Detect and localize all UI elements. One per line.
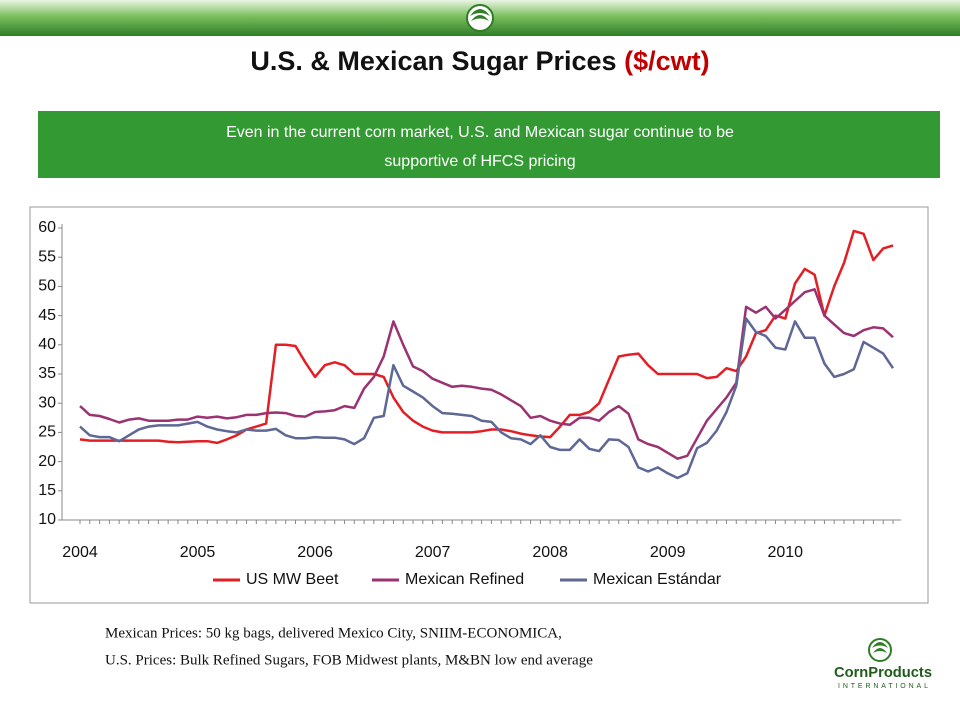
footnote: Mexican Prices: 50 kg bags, delivered Me… bbox=[105, 625, 562, 641]
legend-label: US MW Beet bbox=[246, 571, 339, 588]
chart-frame bbox=[29, 206, 929, 604]
x-tick-label: 2005 bbox=[180, 544, 216, 561]
x-tick-label: 2008 bbox=[532, 544, 568, 561]
y-tick-label: 35 bbox=[38, 365, 56, 382]
x-tick-label: 2007 bbox=[415, 544, 451, 561]
y-tick-label: 20 bbox=[38, 453, 56, 470]
logo-name: CornProducts bbox=[834, 664, 932, 681]
y-tick-label: 10 bbox=[38, 511, 56, 528]
y-tick-label: 50 bbox=[38, 278, 56, 295]
y-tick-label: 30 bbox=[38, 394, 56, 411]
plot: 10 15 20 25 30 35 40 45 50 55 60 2004 2005 2006 2007 20… bbox=[38, 219, 901, 588]
y-tick-label: 25 bbox=[38, 424, 56, 441]
y-tick-label: 55 bbox=[38, 248, 56, 265]
y-tick-label: 45 bbox=[38, 307, 56, 324]
x-tick-label: 2009 bbox=[650, 544, 686, 561]
series-line bbox=[79, 288, 894, 460]
legend-label: Mexican Refined bbox=[405, 571, 524, 588]
banner-line: Even in the current corn market, U.S. an… bbox=[226, 124, 734, 141]
slide-title: U.S. & Mexican Sugar Prices ($/cwt) bbox=[250, 46, 709, 76]
x-tick-label: 2006 bbox=[297, 544, 333, 561]
title-unit: ($/cwt) bbox=[624, 46, 710, 76]
x-tick-label: 2004 bbox=[62, 544, 98, 561]
footnote: U.S. Prices: Bulk Refined Sugars, FOB Mi… bbox=[105, 652, 593, 668]
y-tick-label: 40 bbox=[38, 336, 56, 353]
logo-tagline: INTERNATIONAL bbox=[838, 683, 928, 690]
company-logo: CornProducts INTERNATIONAL bbox=[834, 638, 932, 690]
banner bbox=[38, 111, 940, 178]
legend-label: Mexican Estándar bbox=[593, 571, 722, 588]
y-tick-label: 60 bbox=[38, 219, 56, 236]
title-text: U.S. & Mexican Sugar Prices bbox=[250, 46, 616, 76]
banner-line: supportive of HFCS pricing bbox=[384, 153, 575, 170]
x-tick-label: 2010 bbox=[767, 544, 803, 561]
y-tick-label: 15 bbox=[38, 482, 56, 499]
series-line bbox=[79, 317, 895, 480]
top-logo bbox=[466, 4, 494, 32]
